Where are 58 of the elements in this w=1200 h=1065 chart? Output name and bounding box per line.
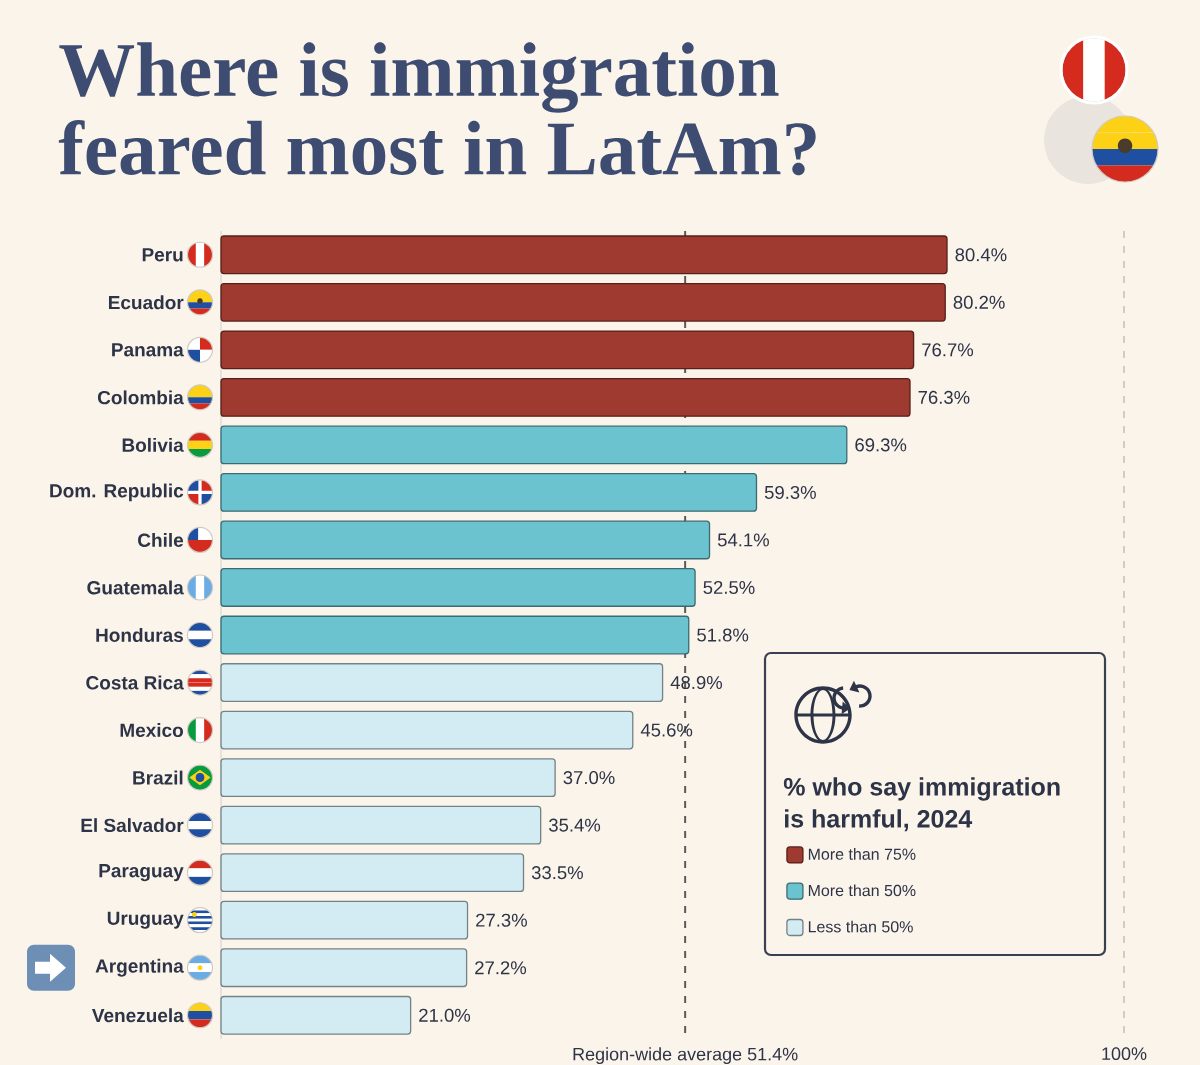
- y-tick-label: Uruguay: [107, 911, 184, 929]
- data-label: 54.1%: [717, 533, 769, 547]
- bar: [220, 235, 948, 275]
- bar: [220, 900, 469, 940]
- legend-label: More than 50%: [808, 884, 916, 897]
- y-tick-label: Brazil: [133, 770, 183, 785]
- data-label: 27.2%: [475, 961, 527, 975]
- bar: [220, 568, 696, 607]
- bar: [220, 995, 412, 1035]
- bar: [220, 282, 946, 322]
- y-tick-label: Argentina: [95, 958, 184, 977]
- data-label: 80.2%: [953, 295, 1005, 309]
- data-label: 27.3%: [476, 913, 527, 927]
- chart-title: Where is immigration feared most in LatAm?: [58, 42, 816, 176]
- bar: [220, 377, 911, 417]
- y-tick-label: Guatemala: [87, 580, 184, 595]
- data-label: 21.0%: [419, 1008, 471, 1022]
- y-tick-label: Peru: [142, 248, 183, 262]
- ref-line-label: Region-wide average 51.4%: [573, 1047, 798, 1065]
- y-tick-label: Bolivia: [122, 437, 184, 452]
- ref-line-label: 100%: [1102, 1047, 1147, 1061]
- data-label: 69.3%: [855, 438, 907, 452]
- data-label: 52.5%: [703, 580, 755, 595]
- bar: [220, 758, 556, 798]
- y-tick-label: Colombia: [97, 390, 184, 405]
- data-label: 76.3%: [918, 390, 970, 404]
- legend-label: Less than 50%: [808, 920, 913, 933]
- data-label: 59.3%: [764, 485, 816, 499]
- bar: [220, 520, 711, 560]
- y-tick-label: Paraguay: [99, 864, 184, 882]
- bar: [220, 663, 664, 702]
- bar: [220, 853, 525, 893]
- legend-title: % who say immigration is harmful, 2024: [783, 777, 1060, 832]
- bar: [220, 330, 915, 370]
- bar: [220, 615, 690, 655]
- data-label: 37.0%: [563, 771, 615, 785]
- bar: [220, 425, 848, 465]
- data-label: 45.6%: [640, 723, 693, 737]
- y-tick-label: Panama: [112, 343, 184, 357]
- bar: [220, 948, 468, 988]
- y-tick-label: Honduras: [96, 628, 183, 642]
- y-tick-label: Ecuador: [108, 295, 184, 310]
- data-label: 35.4%: [549, 818, 601, 832]
- bar: [220, 473, 758, 512]
- y-tick-label: El Salvador: [81, 818, 184, 833]
- data-label: 76.7%: [922, 343, 974, 357]
- y-tick-label: Mexico: [120, 723, 183, 738]
- data-label: 51.8%: [697, 628, 749, 642]
- bar: [220, 710, 634, 750]
- legend-label: More than 75%: [808, 848, 916, 860]
- data-label: 80.4%: [955, 248, 1007, 262]
- data-label: 33.5%: [531, 866, 583, 880]
- y-tick-label: Dom. Republic: [50, 483, 184, 502]
- data-label: 48.9%: [670, 676, 723, 690]
- y-tick-label: Venezuela: [91, 1008, 184, 1023]
- y-tick-label: Chile: [138, 532, 184, 547]
- bar: [220, 805, 542, 845]
- y-tick-label: Costa Rica: [86, 675, 184, 690]
